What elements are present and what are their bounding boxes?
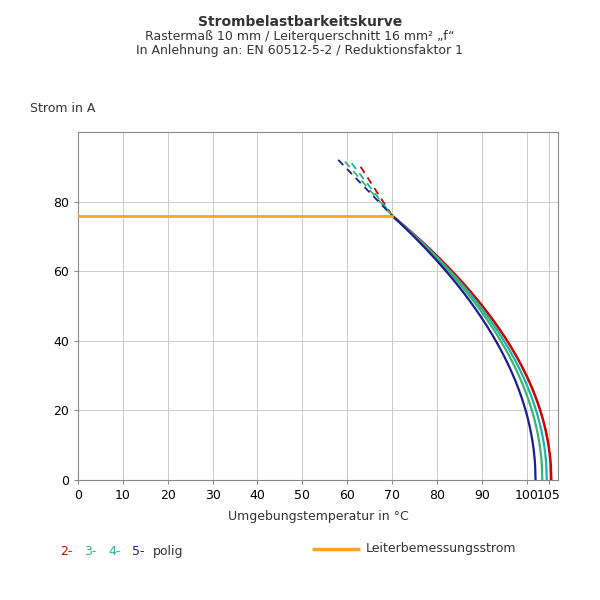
Text: 4-: 4- (108, 545, 121, 558)
Text: 3-: 3- (84, 545, 97, 558)
X-axis label: Umgebungstemperatur in °C: Umgebungstemperatur in °C (227, 511, 409, 523)
Text: Strombelastbarkeitskurve: Strombelastbarkeitskurve (198, 15, 402, 29)
Text: Leiterbemessungsstrom: Leiterbemessungsstrom (366, 542, 517, 555)
Text: 5-: 5- (132, 545, 145, 558)
Text: In Anlehnung an: EN 60512-5-2 / Reduktionsfaktor 1: In Anlehnung an: EN 60512-5-2 / Reduktio… (137, 44, 464, 57)
Text: polig: polig (153, 545, 184, 558)
Text: Rastermaß 10 mm / Leiterquerschnitt 16 mm² „f“: Rastermaß 10 mm / Leiterquerschnitt 16 m… (145, 30, 455, 43)
Text: Strom in A: Strom in A (30, 101, 95, 115)
Text: 2-: 2- (60, 545, 73, 558)
